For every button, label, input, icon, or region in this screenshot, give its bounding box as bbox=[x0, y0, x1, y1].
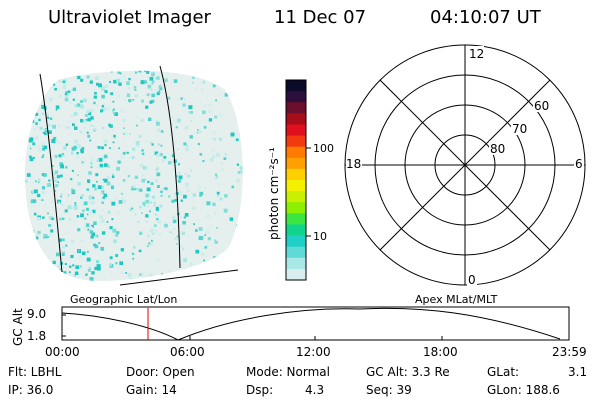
color-bar-band bbox=[286, 268, 306, 281]
ytick-9: 9.0 bbox=[27, 307, 46, 321]
color-bar-band bbox=[286, 213, 306, 225]
color-bar-band bbox=[286, 113, 306, 125]
date-label: 11 Dec 07 bbox=[274, 7, 367, 28]
altitude-ylabel: GC Alt bbox=[11, 308, 25, 346]
dsp-value: 4.3 bbox=[305, 383, 325, 397]
ip-info: IP: 36.0 bbox=[8, 383, 54, 397]
colorbar-tick-10: 10 bbox=[313, 230, 327, 243]
xtick-0000: 00:00 bbox=[45, 345, 80, 359]
color-bar-band bbox=[286, 202, 306, 214]
xtick-0600: 06:00 bbox=[170, 345, 205, 359]
glat-label: GLat: bbox=[487, 365, 520, 379]
dsp-label: Dsp: bbox=[246, 383, 274, 397]
altitude-xticks bbox=[189, 336, 443, 340]
color-bar bbox=[286, 80, 306, 281]
color-bar-band bbox=[286, 235, 306, 248]
altitude-plot-frame bbox=[61, 306, 570, 341]
color-bar-band bbox=[286, 146, 306, 159]
lat-70-bg bbox=[511, 121, 529, 135]
glon-info: GLon: 188.6 bbox=[487, 383, 560, 397]
terminator-line bbox=[119, 269, 239, 286]
meridian-line-left bbox=[39, 73, 63, 273]
altitude-curve bbox=[61, 307, 561, 341]
time-label: 04:10:07 UT bbox=[430, 7, 541, 28]
color-bar-band bbox=[286, 102, 306, 114]
color-bar-band bbox=[286, 246, 306, 259]
xtick-1200: 12:00 bbox=[296, 345, 331, 359]
color-bar-band bbox=[286, 91, 306, 103]
color-bar-ticks bbox=[306, 147, 311, 237]
color-bar-band bbox=[286, 157, 306, 170]
mlt-12-bg bbox=[468, 46, 484, 60]
color-bar-band bbox=[286, 180, 306, 192]
gc-alt-info: GC Alt: 3.3 Re bbox=[366, 365, 450, 379]
color-bar-band bbox=[286, 124, 306, 137]
lat-60-bg bbox=[533, 98, 551, 112]
flt-info: Flt: LBHL bbox=[8, 365, 62, 379]
altitude-yticks bbox=[62, 314, 66, 337]
door-info: Door: Open bbox=[126, 365, 195, 379]
mlt-18-bg bbox=[346, 156, 362, 170]
altitude-right-title: Apex MLat/MLT bbox=[415, 293, 498, 306]
colorbar-tick-100: 100 bbox=[313, 142, 334, 155]
seq-info: Seq: 39 bbox=[366, 383, 412, 397]
color-bar-band bbox=[286, 191, 306, 203]
ytick-1-8: 1.8 bbox=[27, 329, 46, 343]
altitude-left-title: Geographic Lat/Lon bbox=[70, 293, 177, 306]
gain-info: Gain: 14 bbox=[126, 383, 177, 397]
color-bar-frame bbox=[285, 79, 307, 281]
instrument-title: Ultraviolet Imager bbox=[48, 7, 211, 28]
lat-80-bg bbox=[489, 141, 507, 155]
mode-info: Mode: Normal bbox=[246, 365, 330, 379]
colorbar-unit-label: photon cm⁻²s⁻¹ bbox=[267, 147, 281, 240]
glat-value: 3.1 bbox=[568, 365, 588, 379]
color-bar-band bbox=[286, 257, 306, 270]
uv-image bbox=[25, 65, 243, 286]
color-bar-band bbox=[286, 224, 306, 237]
mlt-label-18: 18 bbox=[346, 157, 361, 171]
color-bar-band bbox=[286, 168, 306, 181]
color-bar-band bbox=[286, 80, 306, 92]
polar-grid bbox=[344, 44, 586, 286]
mlt-label-0: 0 bbox=[468, 273, 476, 287]
lat-label-80: 80 bbox=[490, 142, 505, 156]
meridian-line-right bbox=[159, 65, 181, 269]
mlt-0-bg bbox=[467, 272, 477, 286]
mlt-6-bg bbox=[574, 156, 584, 170]
lat-label-60: 60 bbox=[534, 99, 549, 113]
xtick-1800: 18:00 bbox=[423, 345, 458, 359]
xtick-2359: 23:59 bbox=[552, 345, 587, 359]
color-bar-band bbox=[286, 135, 306, 148]
mlt-label-6: 6 bbox=[575, 157, 583, 171]
lat-label-70: 70 bbox=[512, 122, 527, 136]
mlt-label-12: 12 bbox=[469, 47, 484, 61]
